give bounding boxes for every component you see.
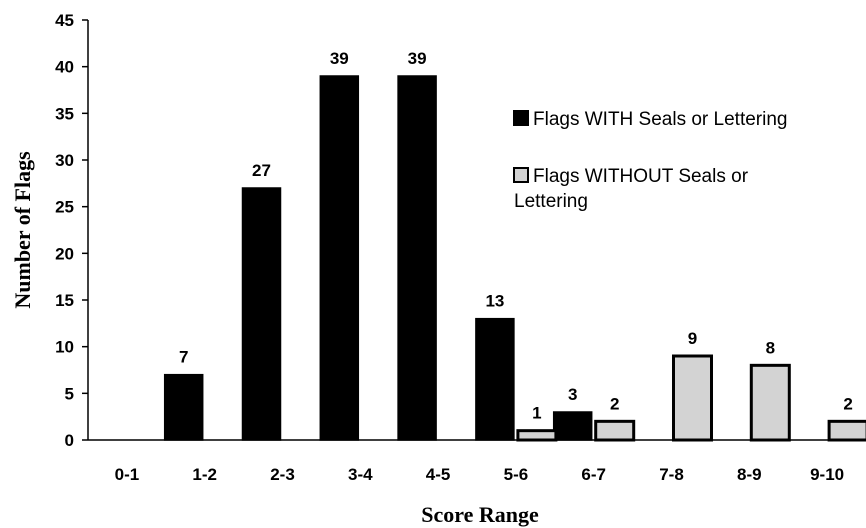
x-tick-label: 8-9 — [737, 465, 762, 484]
legend-label-with: Flags WITH Seals or Lettering — [533, 109, 787, 130]
bar-with-seals — [319, 75, 360, 441]
y-tick-label: 25 — [55, 198, 74, 217]
y-tick-label: 10 — [55, 338, 74, 357]
x-tick-label: 0-1 — [115, 465, 140, 484]
y-tick-label: 15 — [55, 291, 74, 310]
data-label-with: 39 — [408, 49, 427, 68]
bar-without-seals — [516, 429, 558, 442]
x-axis-title: Score Range — [421, 502, 539, 527]
data-label-with: 13 — [485, 292, 504, 311]
y-tick-label: 40 — [55, 58, 74, 77]
y-tick-label: 0 — [65, 431, 74, 450]
x-tick-label: 9-10 — [810, 465, 844, 484]
x-tick-label: 2-3 — [270, 465, 295, 484]
legend: Flags WITH Seals or Lettering Flags WITH… — [513, 109, 787, 212]
bar-without-seals — [827, 419, 866, 442]
y-tick-label: 20 — [55, 244, 74, 263]
x-tick-label: 7-8 — [659, 465, 684, 484]
bars-layer — [163, 75, 866, 442]
bar-without-seals — [749, 363, 791, 442]
x-tick-label: 3-4 — [348, 465, 373, 484]
y-axis-title: Number of Flags — [10, 151, 35, 309]
legend-swatch-without — [513, 167, 529, 183]
bar-with-seals — [241, 187, 282, 441]
x-tick-label: 6-7 — [581, 465, 606, 484]
data-label-with: 27 — [252, 161, 271, 180]
y-tick-label: 30 — [55, 151, 74, 170]
data-label-without: 2 — [843, 394, 852, 413]
data-label-without: 8 — [766, 338, 775, 357]
bar-with-seals — [475, 317, 515, 441]
bar-with-seals — [552, 411, 593, 441]
x-tick-label: 4-5 — [426, 465, 451, 484]
data-label-without: 9 — [688, 329, 697, 348]
legend-label-without-line1: Flags WITHOUT Seals or — [533, 166, 749, 187]
bar-without-seals — [672, 354, 713, 442]
bar-with-seals — [163, 373, 204, 441]
bar-without-seals — [594, 419, 636, 442]
bar-with-seals — [397, 75, 437, 441]
data-label-without: 1 — [532, 404, 541, 423]
x-tick-label: 5-6 — [504, 465, 529, 484]
axes-layer: 0 5 10 15 20 25 30 35 40 45 0-1 1-2 2-3 3-4 4-5 5-6 6-7 7… — [55, 11, 866, 484]
y-tick-label: 5 — [65, 384, 74, 403]
data-label-with: 39 — [330, 49, 349, 68]
labels-layer: 7 27 39 39 13 3 1 2 9 8 2 — [179, 49, 853, 423]
data-label-with: 7 — [179, 348, 188, 367]
data-label-without: 2 — [610, 394, 619, 413]
data-label-with: 3 — [568, 385, 577, 404]
y-tick-label: 45 — [55, 11, 74, 30]
y-tick-label: 35 — [55, 104, 74, 123]
x-tick-label: 1-2 — [192, 465, 217, 484]
legend-label-without-line2: Lettering — [514, 191, 588, 212]
legend-swatch-with — [513, 110, 529, 126]
